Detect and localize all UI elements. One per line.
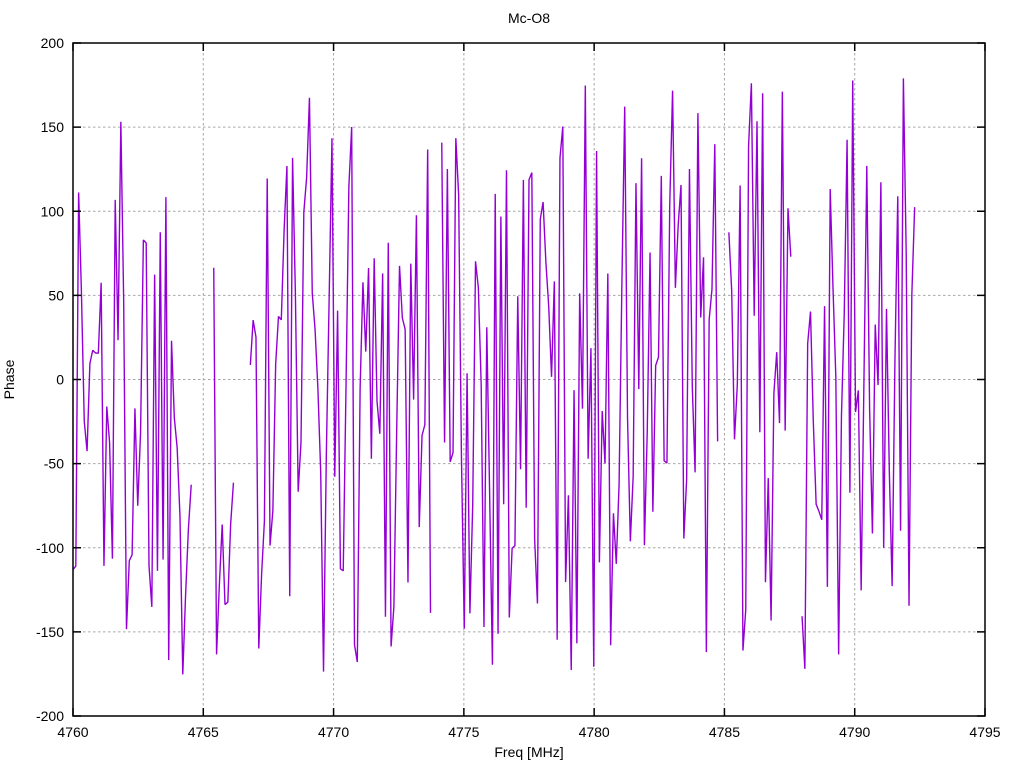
y-tick-label: -150 [36, 624, 64, 640]
x-tick-label: 4760 [57, 724, 88, 740]
y-tick-label: 200 [41, 35, 65, 51]
phase-series-segment [441, 85, 719, 671]
y-tick-label: 100 [41, 203, 65, 219]
y-tick-label: -200 [36, 708, 64, 724]
phase-series-segment [72, 121, 192, 675]
x-tick-label: 4775 [448, 724, 479, 740]
phase-series-segment [249, 97, 432, 672]
x-tick-labels: 4760 4765 4770 4775 4780 4785 4790 4795 [57, 724, 1000, 740]
x-tick-label: 4795 [969, 724, 1000, 740]
plot-border [72, 42, 986, 717]
grid-lines [73, 43, 985, 716]
x-tick-label: 4780 [579, 724, 610, 740]
y-tick-label: -100 [36, 540, 64, 556]
y-tick-label: 150 [41, 119, 65, 135]
x-tick-label: 4790 [839, 724, 870, 740]
y-tick-label: 50 [48, 287, 64, 303]
y-tick-labels: -200 -150 -100 -50 0 50 100 150 200 [36, 35, 64, 724]
y-tick-label: -50 [44, 456, 64, 472]
phase-series-segment [728, 83, 792, 651]
x-tick-label: 4785 [709, 724, 740, 740]
phase-series-segment [801, 78, 916, 669]
y-tick-label: 0 [56, 372, 64, 388]
x-tick-label: 4770 [318, 724, 349, 740]
data-series [72, 78, 916, 675]
y-axis-label: Phase [1, 359, 17, 399]
x-tick-label: 4765 [188, 724, 219, 740]
chart-title: Mc-O8 [508, 10, 550, 26]
x-axis-label: Freq [MHz] [494, 744, 563, 760]
phase-series-segment [213, 267, 235, 655]
